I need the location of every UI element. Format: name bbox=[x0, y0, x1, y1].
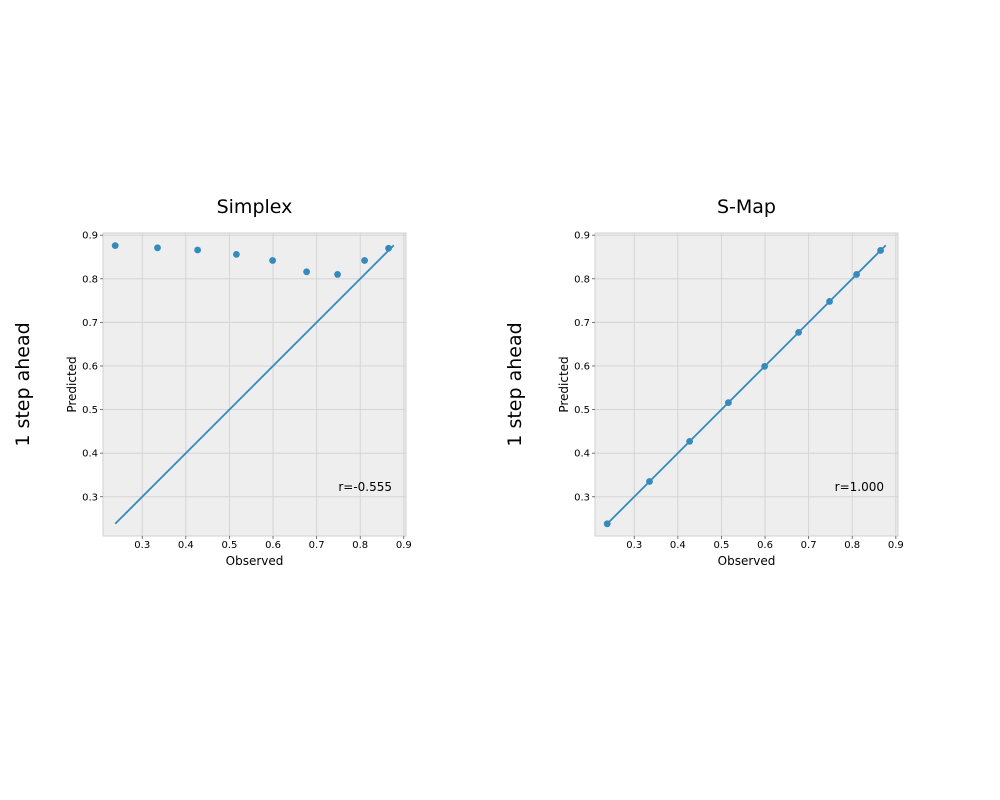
data-point bbox=[725, 399, 732, 406]
data-point bbox=[154, 244, 161, 252]
x-tick-label: 0.5 bbox=[713, 540, 729, 551]
x-axis-label: Observed bbox=[226, 554, 284, 568]
y-axis-label: Predicted bbox=[557, 356, 571, 412]
y-tick-label: 0.3 bbox=[574, 492, 590, 503]
y-tick-label: 0.7 bbox=[82, 318, 98, 329]
x-tick-label: 0.4 bbox=[670, 540, 686, 551]
reference-line bbox=[606, 244, 887, 525]
x-tick-label: 0.6 bbox=[265, 540, 281, 551]
row-label: 1 step ahead bbox=[504, 322, 526, 446]
x-tick-label: 0.3 bbox=[626, 540, 642, 551]
y-tick-label: 0.9 bbox=[82, 231, 98, 242]
x-tick-label: 0.7 bbox=[801, 540, 817, 551]
x-tick-label: 0.9 bbox=[888, 540, 904, 551]
y-tick-label: 0.6 bbox=[574, 361, 590, 372]
y-tick-label: 0.5 bbox=[574, 405, 590, 416]
x-tick-label: 0.3 bbox=[134, 540, 150, 551]
reference-line bbox=[114, 244, 395, 525]
x-tick-label: 0.6 bbox=[757, 540, 773, 551]
correlation-annotation: r=-0.555 bbox=[338, 480, 392, 494]
y-tick-label: 0.7 bbox=[574, 318, 590, 329]
x-tick-label: 0.4 bbox=[178, 540, 194, 551]
y-tick-label: 0.6 bbox=[82, 361, 98, 372]
data-point bbox=[795, 329, 802, 336]
data-point bbox=[111, 242, 119, 250]
chart-panel-1: 0.3 0.4 0.5 0.6 0.7 0.8 0.9 0.3 0.4 0.5 0.6 0.7 0.8 0… bbox=[12, 196, 412, 568]
row-label: 1 step ahead bbox=[12, 322, 34, 446]
data-point bbox=[603, 520, 611, 528]
y-tick-label: 0.4 bbox=[574, 449, 590, 460]
data-point bbox=[361, 257, 368, 264]
data-point bbox=[194, 246, 202, 254]
y-tick-label: 0.4 bbox=[82, 449, 98, 460]
x-tick-label: 0.9 bbox=[396, 540, 412, 551]
y-axis-label: Predicted bbox=[65, 356, 79, 412]
y-tick-label: 0.5 bbox=[82, 405, 98, 416]
data-point bbox=[385, 244, 392, 252]
y-tick-label: 0.3 bbox=[82, 492, 98, 503]
x-tick-label: 0.8 bbox=[844, 540, 860, 551]
chart-title: Simplex bbox=[217, 196, 293, 218]
data-point bbox=[686, 437, 694, 445]
correlation-annotation: r=1.000 bbox=[835, 480, 884, 494]
data-point bbox=[877, 247, 884, 254]
x-tick-label: 0.8 bbox=[352, 540, 368, 551]
chart-panel-2: 0.3 0.4 0.5 0.6 0.7 0.8 0.9 0.3 0.4 0.5 0.6 0.7 0.8 0… bbox=[504, 196, 904, 568]
x-axis-label: Observed bbox=[718, 554, 776, 568]
x-tick-label: 0.5 bbox=[221, 540, 237, 551]
data-point bbox=[761, 363, 768, 370]
data-point bbox=[826, 298, 833, 305]
x-tick-label: 0.7 bbox=[309, 540, 325, 551]
data-point bbox=[233, 250, 240, 258]
data-point bbox=[646, 478, 653, 485]
data-point bbox=[269, 257, 276, 264]
data-point bbox=[334, 271, 341, 278]
data-point bbox=[303, 268, 310, 276]
y-tick-label: 0.8 bbox=[82, 274, 98, 285]
chart-title: S-Map bbox=[717, 196, 776, 218]
data-point bbox=[853, 271, 860, 278]
y-tick-label: 0.9 bbox=[574, 231, 590, 242]
y-tick-label: 0.8 bbox=[574, 274, 590, 285]
